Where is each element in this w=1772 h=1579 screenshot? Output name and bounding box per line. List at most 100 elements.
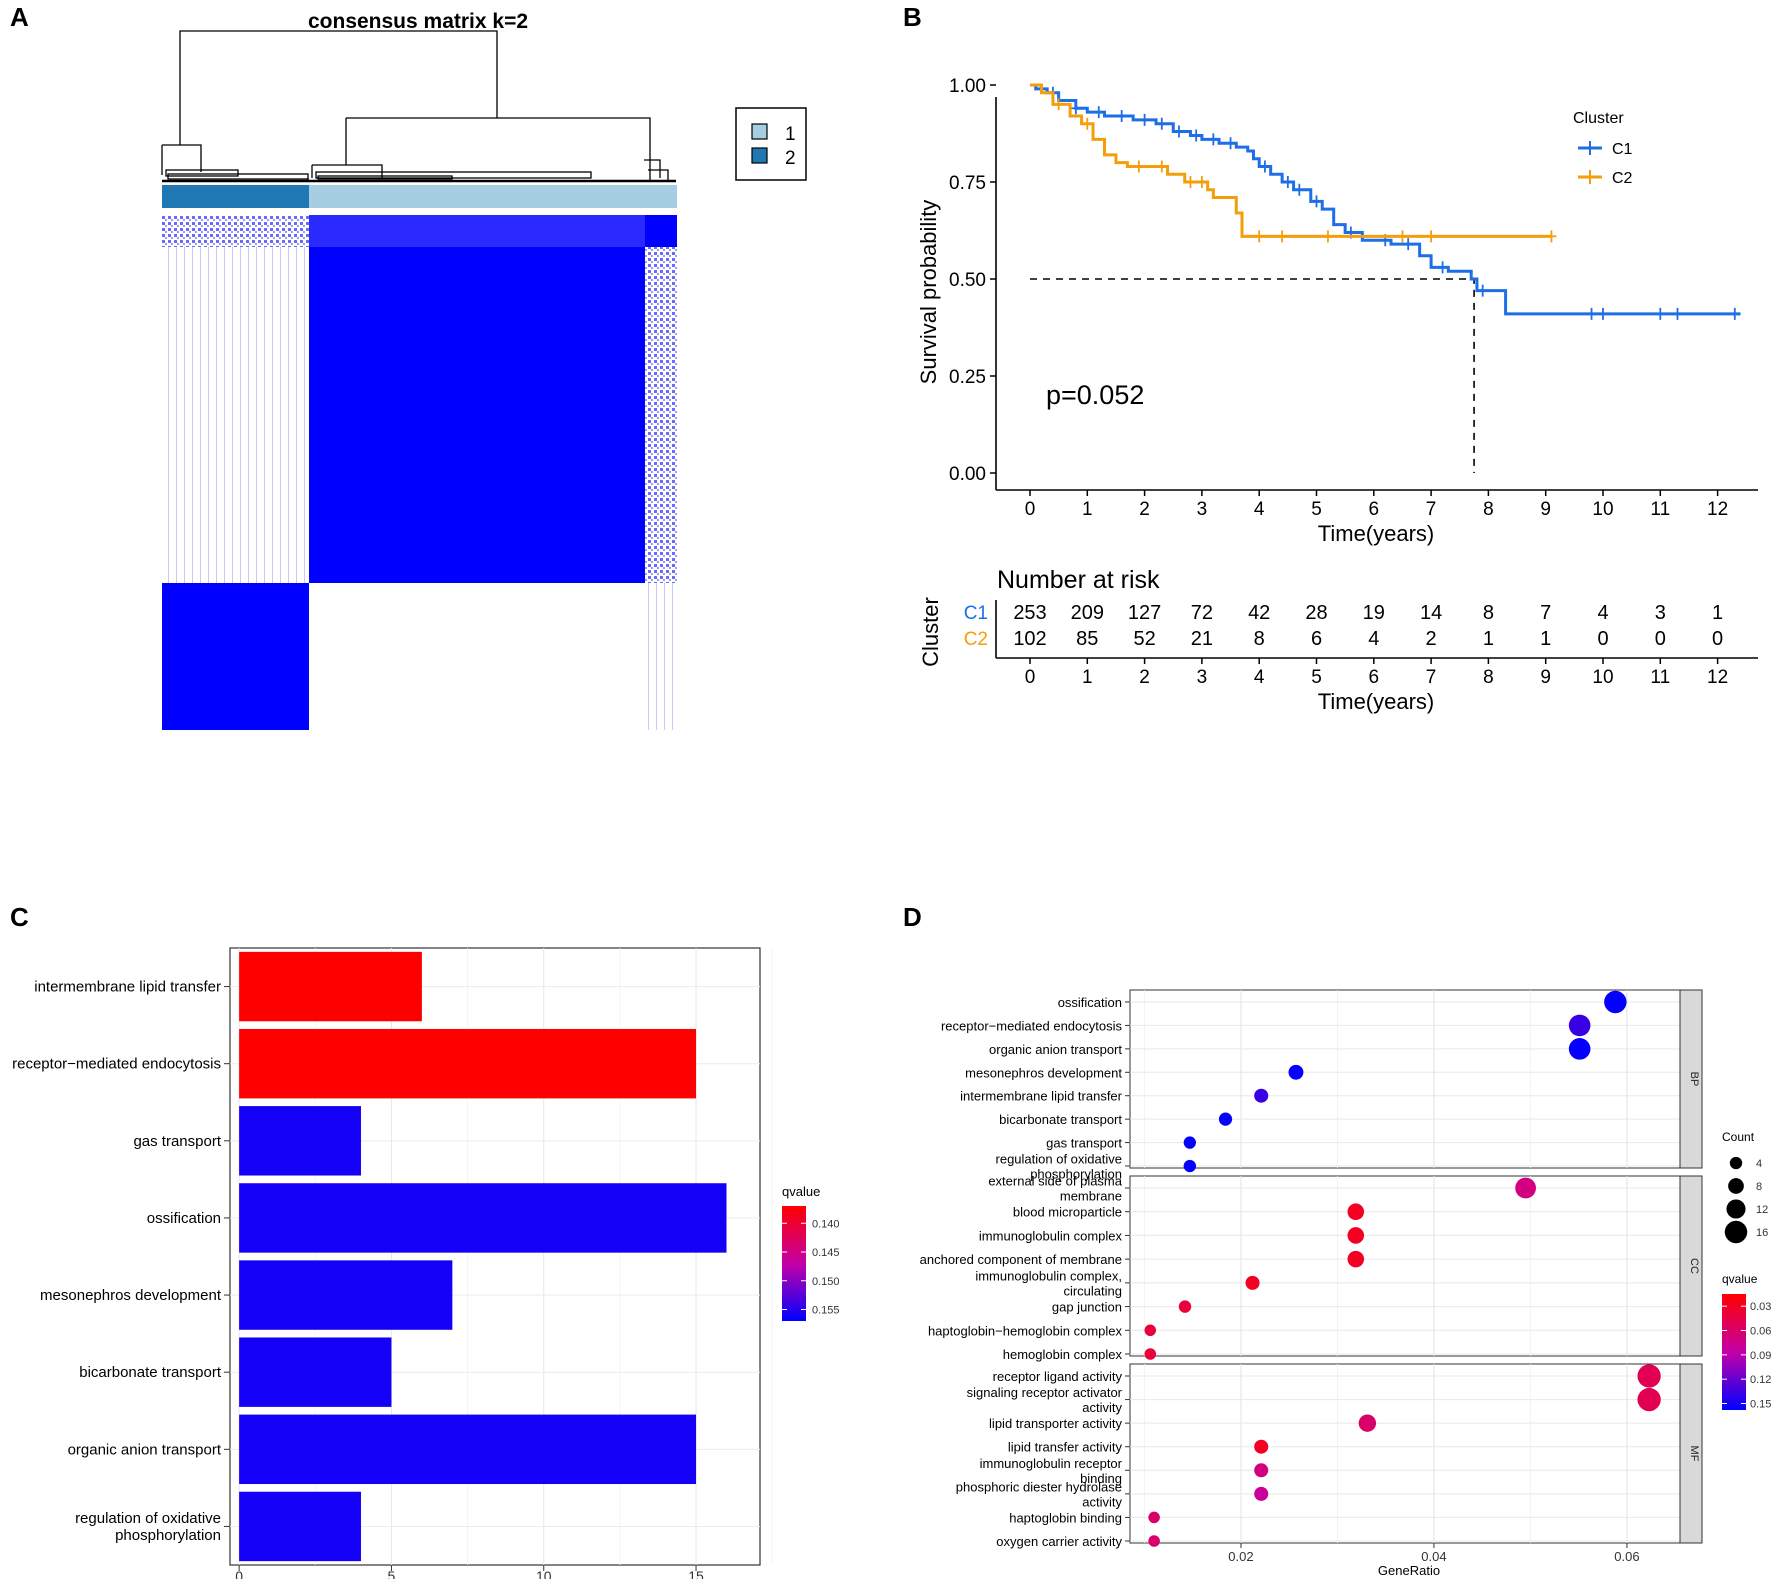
dot-term-label-line: haptoglobin binding (1009, 1510, 1122, 1525)
risk-count: 7 (1540, 602, 1551, 624)
risk-x-tick-label: 8 (1483, 667, 1494, 688)
count-legend-dot (1729, 1156, 1743, 1170)
bar-x-ticks: 0 5 10 15 (235, 1565, 704, 1579)
bar-x-tick-label: 0 (235, 1568, 243, 1579)
risk-x-tick-label: 12 (1707, 667, 1728, 688)
facet-strip (1679, 989, 1703, 1169)
km-pvalue: p=0.052 (1046, 380, 1144, 410)
bar-category-label: intermembrane lipid transfer (34, 979, 221, 996)
dot-point (1178, 1300, 1192, 1313)
km-x-tick-label: 8 (1483, 499, 1494, 520)
km-curve-c2 (1030, 83, 1552, 238)
dot-term-label-line: signaling receptor activator (967, 1385, 1123, 1400)
panel-label-a: A (10, 2, 29, 32)
risk-count: 42 (1248, 602, 1270, 624)
risk-count: 52 (1133, 628, 1155, 650)
bar (239, 1337, 392, 1407)
bar-category-label: ossification (147, 1210, 221, 1227)
dot-point (1144, 1324, 1157, 1337)
bar (239, 1491, 361, 1562)
km-censor-mark-c1 (1282, 176, 1293, 188)
bar (239, 1183, 727, 1253)
km-censor-mark-c2 (1397, 230, 1408, 243)
dot-term-label-line: immunoglobulin complex (979, 1228, 1123, 1243)
bar-category-label: mesonephros development (40, 1287, 222, 1304)
km-censor-mark-c1 (1259, 160, 1270, 173)
bar (239, 1028, 697, 1099)
dot-point (1254, 1088, 1269, 1103)
dot-point (1183, 1159, 1197, 1173)
dot-term-label-line: lipid transporter activity (989, 1416, 1122, 1431)
dot-term-label-line: regulation of oxidative (996, 1152, 1122, 1167)
count-legend-label: 16 (1756, 1227, 1768, 1239)
bar-bars (239, 951, 727, 1562)
dot-term-label-line: intermembrane lipid transfer (960, 1089, 1123, 1104)
bar-x-tick-label: 10 (536, 1568, 552, 1579)
km-censor-mark-c1 (1225, 137, 1236, 150)
dot-q-legend-label: 0.09 (1750, 1350, 1771, 1362)
go-bar-panel: intermembrane lipid transfer receptor−med… (12, 947, 840, 1579)
dot-q-legend-label: 0.06 (1750, 1326, 1771, 1338)
km-censor-mark-c1 (1437, 261, 1448, 274)
matrix-block-cluster2 (162, 583, 309, 730)
risk-count: 1 (1540, 628, 1551, 650)
dot-term-label: bicarbonate transport (999, 1112, 1122, 1127)
km-censor-mark-c2 (1053, 98, 1064, 111)
risk-count: 19 (1363, 602, 1385, 624)
km-curves (1030, 83, 1741, 473)
bar-category-label-line: organic anion transport (68, 1441, 222, 1458)
risk-x-tick-label: 10 (1592, 667, 1613, 688)
km-x-tick-label: 3 (1197, 499, 1208, 520)
facet-strip (1679, 1363, 1703, 1544)
risk-table-xlabel: Time(years) (1318, 689, 1435, 714)
legend-swatch-2 (751, 147, 768, 164)
km-censor-mark-c1 (1208, 133, 1219, 146)
bar (239, 1414, 697, 1485)
bar-legend-tick-label: 0.150 (812, 1276, 840, 1288)
facet-panel (1129, 1363, 1681, 1544)
dot-term-label: organic anion transport (989, 1042, 1122, 1057)
dot-term-label-line: blood microparticle (1013, 1205, 1122, 1220)
risk-table: C1 253 209 127 72 42 28 19 14 8 7 4 3 1C2 102 85 52 21 8 6 4… (964, 602, 1728, 688)
bar-category-label: regulation of oxidative phosphorylation (75, 1510, 221, 1544)
legend-swatch-1 (751, 123, 768, 140)
km-censor-mark-c2 (1546, 230, 1557, 243)
bar-x-tick-label: 15 (688, 1568, 704, 1579)
km-x-tick-label: 10 (1592, 499, 1613, 520)
km-censor-mark-c2 (1185, 176, 1196, 188)
dot-term-label-line: organic anion transport (989, 1042, 1122, 1057)
km-y-tick-label: 0.50 (949, 270, 986, 291)
survival-panel: 0.000.250.500.751.00 0 1 2 3 4 5 6 7 8 9 10 11 12 Su… (916, 76, 1758, 714)
km-censor-mark-c1 (1586, 307, 1597, 320)
dot-q-legend-label: 0.15 (1750, 1399, 1771, 1411)
risk-table-ylabel: Cluster (918, 597, 943, 667)
dot-x-tick-label: 0.04 (1421, 1549, 1446, 1564)
dot-point (1288, 1064, 1304, 1080)
dot-term-label: blood microparticle (1013, 1205, 1122, 1220)
dot-term-label-line: gap junction (1052, 1300, 1122, 1315)
risk-x-tick-label: 1 (1082, 667, 1093, 688)
risk-x-tick-label: 5 (1311, 667, 1322, 688)
dot-point (1245, 1275, 1260, 1290)
bar (239, 1106, 361, 1176)
facet-strip (1679, 1175, 1703, 1357)
km-censor-mark-c1 (1156, 117, 1167, 130)
dot-term-label-line: phosphoric diester hydrolase (956, 1479, 1122, 1494)
risk-x-tick-label: 4 (1254, 667, 1265, 688)
bar-category-label-line: mesonephros development (40, 1287, 222, 1304)
bar-x-tick-label: 5 (388, 1568, 396, 1579)
dot-term-label: oxygen carrier activity (996, 1534, 1122, 1549)
km-censor-mark-c2 (1133, 160, 1144, 173)
km-censor-mark-c2 (1254, 230, 1265, 243)
dot-term-label: regulation of oxidative phosphorylation (996, 1152, 1122, 1182)
risk-count: 4 (1368, 628, 1379, 650)
dot-point (1568, 1014, 1591, 1037)
km-censor-mark-c2 (1082, 117, 1093, 130)
km-censor-mark-c1 (1311, 195, 1322, 208)
dot-term-label: haptoglobin binding (1009, 1510, 1122, 1525)
km-legend-title: Cluster (1573, 110, 1624, 127)
dot-term-label: hemoglobin complex (1003, 1347, 1123, 1362)
bar-legend-tick-label: 0.145 (812, 1247, 840, 1259)
dot-point (1637, 1387, 1661, 1412)
dot-term-label: external side of plasma membrane (988, 1174, 1122, 1204)
